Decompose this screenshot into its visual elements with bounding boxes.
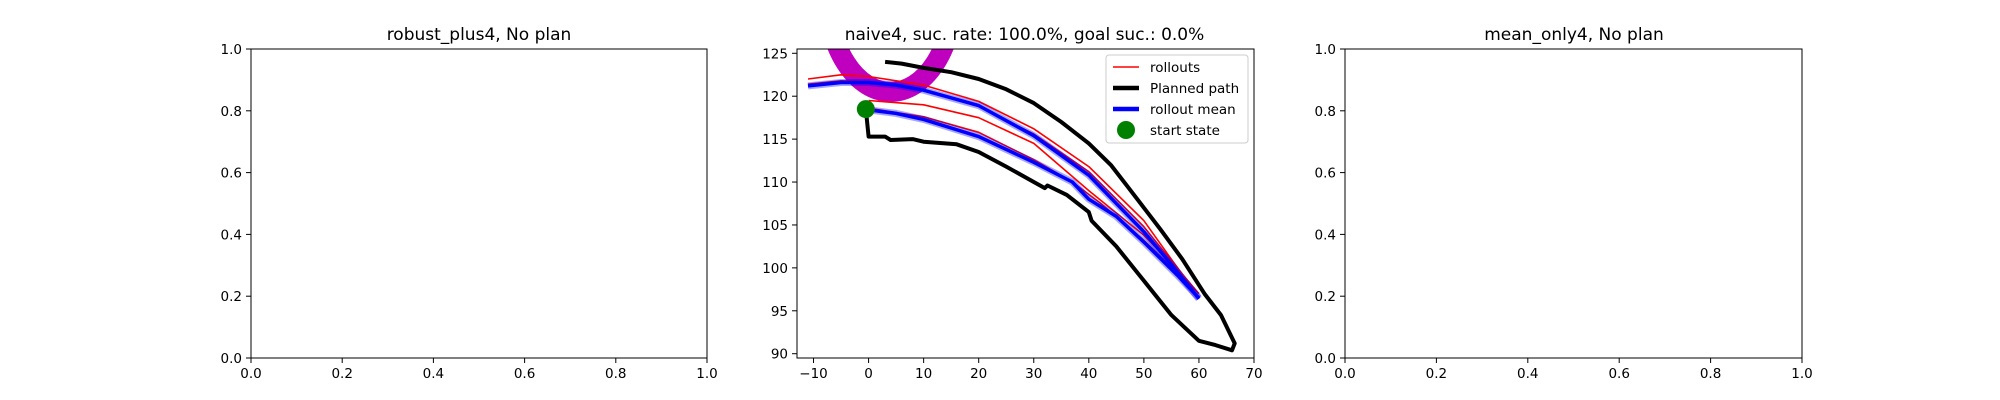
plot-area — [807, 49, 1237, 353]
x-tick-label: 50 — [1135, 366, 1152, 382]
legend-label-rollout-mean: rollout mean — [1150, 102, 1236, 118]
y-tick-label: 0.6 — [221, 166, 242, 182]
y-axis-ticks: 0.0 0.2 0.4 0.6 0.8 1.0 — [221, 42, 251, 367]
y-tick-label: 0.2 — [1315, 289, 1336, 305]
x-tick-label: −10 — [799, 366, 828, 382]
x-tick-label: 1.0 — [1791, 366, 1812, 382]
x-axis-ticks: −10 0 10 20 30 40 50 60 70 — [799, 358, 1263, 382]
axes-frame — [1344, 48, 1803, 359]
y-tick-label: 0.4 — [1315, 227, 1336, 243]
x-tick-label: 70 — [1245, 366, 1262, 382]
y-tick-label: 1.0 — [1315, 42, 1336, 58]
x-tick-label: 0.2 — [331, 366, 352, 382]
legend-label-rollouts: rollouts — [1150, 60, 1200, 76]
y-tick-label: 0.8 — [1315, 104, 1336, 120]
panel-naive4: naive4, suc. rate: 100.0%, goal suc.: 0.… — [762, 25, 1263, 382]
x-tick-label: 0.2 — [1426, 366, 1447, 382]
axes-frame — [796, 48, 1255, 359]
panel-robust-plus4: robust_plus4, No plan 0.0 0.2 0.4 0.6 0.8 1.0… — [221, 25, 718, 382]
x-axis-ticks: 0.0 0.2 0.4 0.6 0.8 1.0 — [1334, 358, 1813, 382]
x-tick-label: 30 — [1025, 366, 1042, 382]
axes-frame — [250, 48, 708, 359]
y-tick-label: 1.0 — [221, 42, 242, 58]
legend-swatch-start-state — [1117, 121, 1135, 139]
y-tick-label: 100 — [762, 261, 788, 277]
x-tick-label: 0.4 — [423, 366, 444, 382]
start-state-marker — [856, 100, 875, 119]
y-tick-label: 120 — [762, 89, 788, 105]
y-tick-label: 0.0 — [1315, 351, 1336, 367]
x-tick-label: 60 — [1190, 366, 1207, 382]
y-axis-ticks: 0.0 0.2 0.4 0.6 0.8 1.0 — [1315, 42, 1345, 367]
x-tick-label: 10 — [915, 366, 932, 382]
x-tick-label: 0.6 — [514, 366, 535, 382]
legend: rollouts Planned path rollout mean start… — [1105, 54, 1249, 144]
x-tick-label: 0 — [864, 366, 873, 382]
y-tick-label: 110 — [762, 175, 788, 191]
x-tick-label: 0.6 — [1608, 366, 1629, 382]
y-tick-label: 0.2 — [221, 289, 242, 305]
rollout-mean-line — [868, 108, 1201, 300]
y-tick-label: 95 — [771, 304, 788, 320]
x-tick-label: 0.8 — [1700, 366, 1721, 382]
y-tick-label: 90 — [771, 347, 788, 363]
legend-label-planned-path: Planned path — [1150, 81, 1239, 97]
x-tick-label: 0.4 — [1517, 366, 1538, 382]
x-tick-label: 0.0 — [240, 366, 261, 382]
x-tick-label: 1.0 — [696, 366, 717, 382]
chart-title: naive4, suc. rate: 100.0%, goal suc.: 0.… — [845, 25, 1205, 45]
x-tick-label: 40 — [1080, 366, 1097, 382]
y-tick-label: 0.0 — [221, 351, 242, 367]
y-tick-label: 105 — [762, 218, 788, 234]
x-tick-label: 20 — [970, 366, 987, 382]
panel-mean-only4: mean_only4, No plan 0.0 0.2 0.4 0.6 0.8 1.0 0… — [1315, 25, 1813, 382]
y-axis-ticks: 90 95 100 105 110 115 120 125 — [762, 46, 797, 363]
rollout-line — [807, 74, 1195, 290]
y-tick-label: 0.6 — [1315, 166, 1336, 182]
chart-title: mean_only4, No plan — [1484, 25, 1664, 45]
y-tick-label: 0.8 — [221, 104, 242, 120]
y-tick-label: 115 — [762, 132, 788, 148]
y-tick-label: 0.4 — [221, 227, 242, 243]
rollout-mean-line — [807, 80, 1201, 300]
x-tick-label: 0.0 — [1334, 366, 1355, 382]
legend-label-start-state: start state — [1150, 123, 1220, 139]
chart-title: robust_plus4, No plan — [387, 25, 572, 45]
legend-box — [1105, 54, 1249, 144]
obstacle-ring — [827, 49, 954, 102]
planned-path-line — [863, 59, 1237, 353]
x-axis-ticks: 0.0 0.2 0.4 0.6 0.8 1.0 — [240, 358, 718, 382]
y-tick-label: 125 — [762, 46, 788, 62]
x-tick-label: 0.8 — [605, 366, 626, 382]
